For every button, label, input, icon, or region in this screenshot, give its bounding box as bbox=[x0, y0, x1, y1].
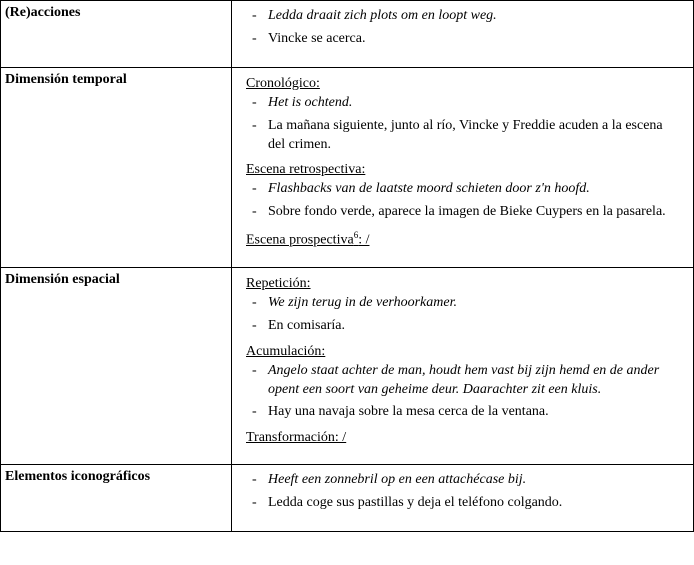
list-item: En comisaría. bbox=[246, 317, 679, 336]
item-text: Sobre fondo verde, aparece la imagen de … bbox=[268, 204, 666, 219]
item-text: La mañana siguiente, junto al río, Vinck… bbox=[268, 118, 663, 152]
item-text: We zijn terug in de verhoorkamer. bbox=[268, 295, 457, 310]
item-text: Vincke se acerca. bbox=[268, 31, 365, 46]
list-item: Sobre fondo verde, aparece la imagen de … bbox=[246, 203, 679, 222]
item-list: Flashbacks van de laatste moord schieten… bbox=[246, 180, 679, 222]
table-row: Elementos iconográficos Heeft een zonnebr… bbox=[1, 465, 694, 532]
section-heading: Escena retrospectiva: bbox=[246, 162, 679, 178]
section-heading: Acumulación: bbox=[246, 344, 679, 360]
list-item: We zijn terug in de verhoorkamer. bbox=[246, 294, 679, 313]
item-list: Het is ochtend. La mañana siguiente, junt… bbox=[246, 94, 679, 155]
item-text: Ledda coge sus pastillas y deja el teléf… bbox=[268, 495, 562, 510]
analysis-table: (Re)acciones Ledda draait zich plots om e… bbox=[0, 0, 694, 532]
row-label: (Re)acciones bbox=[1, 1, 232, 68]
row-content: Ledda draait zich plots om en loopt weg.… bbox=[232, 1, 694, 68]
list-item: La mañana siguiente, junto al río, Vinck… bbox=[246, 117, 679, 155]
table-row: (Re)acciones Ledda draait zich plots om e… bbox=[1, 1, 694, 68]
item-list: We zijn terug in de verhoorkamer. En comi… bbox=[246, 294, 679, 336]
row-label: Elementos iconográficos bbox=[1, 465, 232, 532]
row-label: Dimensión espacial bbox=[1, 267, 232, 464]
item-text: Angelo staat achter de man, houdt hem va… bbox=[268, 363, 659, 397]
item-text: Ledda draait zich plots om en loopt weg. bbox=[268, 8, 497, 23]
row-label: Dimensión temporal bbox=[1, 67, 232, 267]
list-item: Heeft een zonnebril op en een attachécas… bbox=[246, 471, 679, 490]
list-item: Ledda draait zich plots om en loopt weg. bbox=[246, 7, 679, 26]
item-list: Heeft een zonnebril op en een attachécas… bbox=[246, 471, 679, 513]
list-item: Hay una navaja sobre la mesa cerca de la… bbox=[246, 403, 679, 422]
list-item: Ledda coge sus pastillas y deja el teléf… bbox=[246, 494, 679, 513]
list-item: Angelo staat achter de man, houdt hem va… bbox=[246, 362, 679, 400]
item-list: Ledda draait zich plots om en loopt weg.… bbox=[246, 7, 679, 49]
item-text: Heeft een zonnebril op en een attachécas… bbox=[268, 472, 526, 487]
row-content: Repetición: We zijn terug in de verhoorka… bbox=[232, 267, 694, 464]
section-heading: Transformación: / bbox=[246, 430, 679, 446]
item-text: Flashbacks van de laatste moord schieten… bbox=[268, 181, 590, 196]
item-text: Hay una navaja sobre la mesa cerca de la… bbox=[268, 404, 549, 419]
list-item: Het is ochtend. bbox=[246, 94, 679, 113]
table-row: Dimensión temporal Cronológico: Het is och… bbox=[1, 67, 694, 267]
section-heading: Repetición: bbox=[246, 276, 679, 292]
section-heading: Escena prospectiva6: / bbox=[246, 230, 679, 249]
list-item: Vincke se acerca. bbox=[246, 30, 679, 49]
row-content: Cronológico: Het is ochtend. La mañana sig… bbox=[232, 67, 694, 267]
item-text: En comisaría. bbox=[268, 318, 345, 333]
item-text: Het is ochtend. bbox=[268, 95, 352, 110]
table-row: Dimensión espacial Repetición: We zijn ter… bbox=[1, 267, 694, 464]
list-item: Flashbacks van de laatste moord schieten… bbox=[246, 180, 679, 199]
item-list: Angelo staat achter de man, houdt hem va… bbox=[246, 362, 679, 423]
section-heading: Cronológico: bbox=[246, 76, 679, 92]
row-content: Heeft een zonnebril op en een attachécas… bbox=[232, 465, 694, 532]
